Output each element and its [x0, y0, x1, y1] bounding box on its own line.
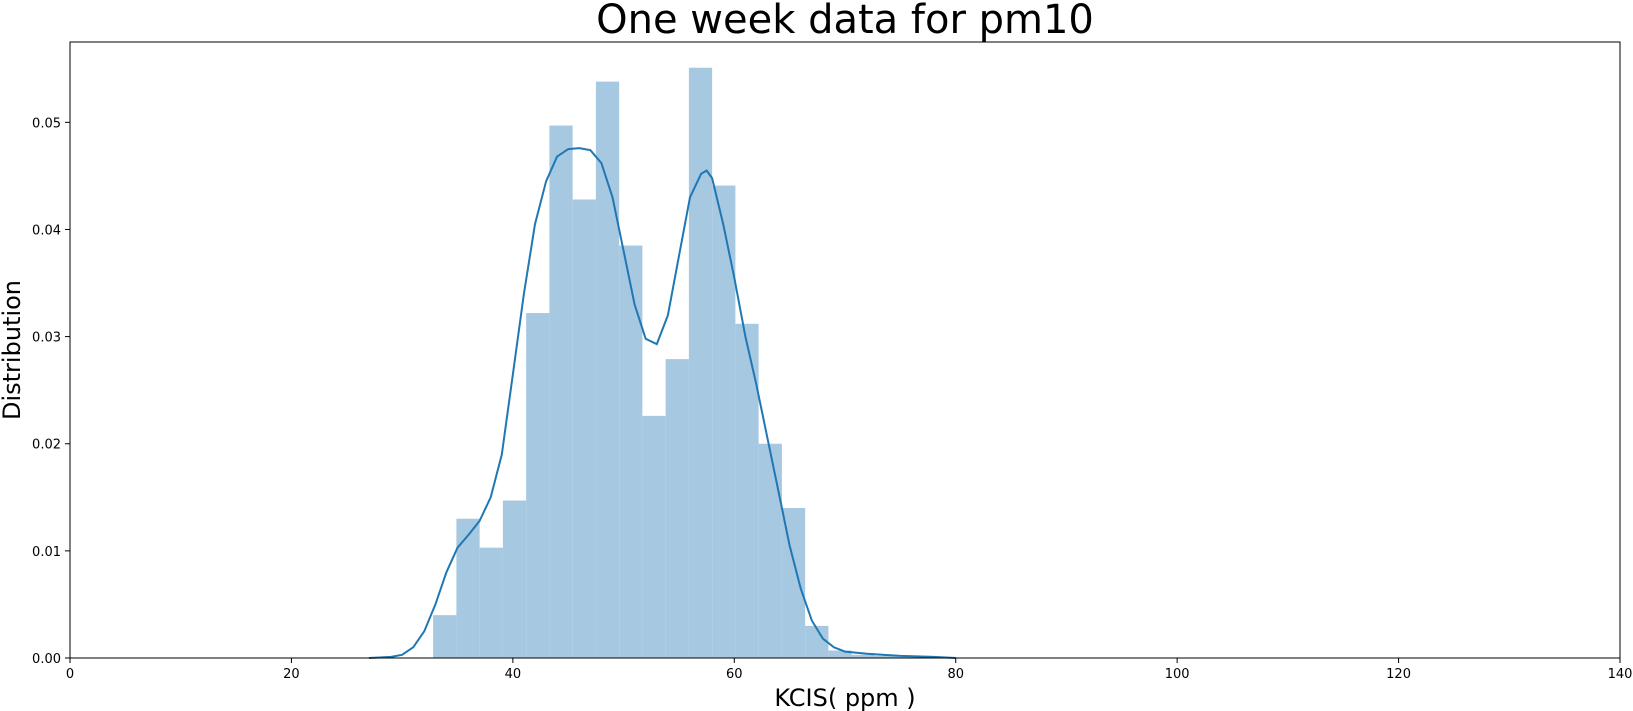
x-tick-label: 0	[66, 667, 74, 682]
x-tick-label: 20	[283, 667, 300, 682]
histogram-bars	[433, 67, 945, 659]
histogram-bar	[642, 415, 666, 658]
kde-line	[368, 147, 956, 659]
x-tick-label: 40	[505, 667, 522, 682]
y-tick-label: 0.02	[32, 438, 61, 453]
x-tick-label: 140	[1608, 667, 1633, 682]
histogram-bar	[712, 185, 736, 658]
x-axis-ticks: 0 20 40 60 80 100 120 140	[66, 658, 1633, 682]
histogram-bar	[479, 547, 503, 658]
histogram-bar	[758, 443, 782, 658]
x-tick-label: 60	[726, 667, 743, 682]
plot-frame	[69, 41, 1621, 659]
chart-title: One week data for pm10	[596, 0, 1094, 43]
histogram-bar	[502, 500, 527, 658]
histogram-bar	[851, 654, 875, 658]
histogram-bar	[874, 655, 899, 658]
histogram-bar	[526, 313, 550, 658]
x-tick-label: 100	[1165, 667, 1190, 682]
histogram-bar	[735, 323, 759, 658]
histogram-bar	[688, 67, 713, 658]
x-tick-label: 80	[947, 667, 964, 682]
histogram-bar	[456, 518, 480, 658]
x-axis-label: KCIS( ppm )	[774, 684, 915, 711]
y-axis-label: Distribution	[0, 280, 26, 420]
histogram-bar	[619, 245, 643, 658]
histogram-bar	[572, 199, 596, 658]
histogram-bar	[433, 615, 457, 658]
histogram-bar	[805, 625, 829, 658]
histogram-bar	[665, 359, 689, 658]
histogram-bar	[549, 125, 573, 658]
y-tick-label: 0.05	[32, 116, 61, 131]
y-tick-label: 0.01	[32, 545, 61, 560]
histogram-bar	[828, 650, 852, 658]
histogram-bar	[898, 656, 922, 658]
histogram-bar	[781, 508, 806, 658]
x-tick-label: 120	[1386, 667, 1411, 682]
histogram-bar	[595, 81, 620, 659]
y-tick-label: 0.04	[32, 223, 61, 238]
y-tick-label: 0.00	[32, 652, 61, 667]
y-tick-label: 0.03	[32, 331, 61, 346]
y-axis-ticks: 0.00 0.01 0.02 0.03 0.04 0.05	[32, 116, 70, 667]
